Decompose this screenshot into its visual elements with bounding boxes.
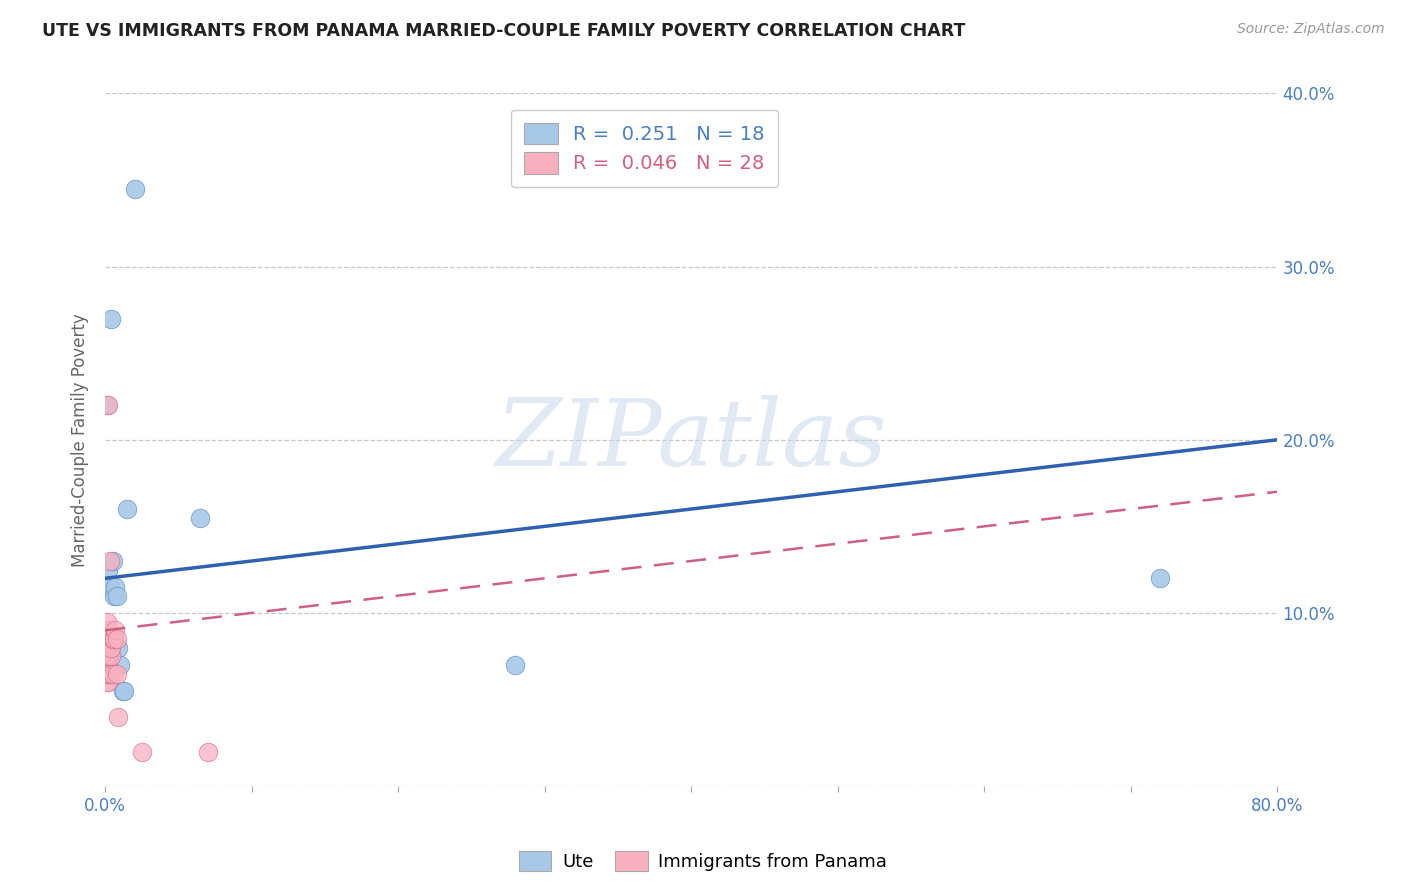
- Point: [97, 666, 120, 681]
- Text: UTE VS IMMIGRANTS FROM PANAMA MARRIED-COUPLE FAMILY POVERTY CORRELATION CHART: UTE VS IMMIGRANTS FROM PANAMA MARRIED-CO…: [42, 22, 966, 40]
- Point: [96, 675, 118, 690]
- Point: [105, 589, 128, 603]
- Point: [197, 744, 219, 758]
- Point: [101, 554, 124, 568]
- Point: [96, 640, 118, 655]
- Point: [1149, 571, 1171, 585]
- Point: [97, 657, 120, 672]
- Point: [111, 684, 134, 698]
- Point: [96, 398, 118, 412]
- Point: [98, 554, 121, 568]
- Y-axis label: Married-Couple Family Poverty: Married-Couple Family Poverty: [72, 313, 89, 566]
- Point: [98, 632, 121, 646]
- Point: [131, 744, 153, 758]
- Point: [97, 563, 120, 577]
- Point: [96, 666, 118, 681]
- Point: [103, 589, 125, 603]
- Point: [96, 580, 118, 594]
- Point: [190, 510, 212, 524]
- Point: [98, 640, 121, 655]
- Point: [505, 657, 527, 672]
- Point: [107, 640, 129, 655]
- Legend: R =  0.251   N = 18, R =  0.046   N = 28: R = 0.251 N = 18, R = 0.046 N = 28: [512, 110, 778, 186]
- Point: [101, 666, 124, 681]
- Point: [103, 632, 125, 646]
- Point: [98, 666, 121, 681]
- Point: [100, 640, 122, 655]
- Point: [105, 632, 128, 646]
- Text: ZIPatlas: ZIPatlas: [495, 395, 887, 484]
- Legend: Ute, Immigrants from Panama: Ute, Immigrants from Panama: [512, 844, 894, 879]
- Point: [124, 181, 146, 195]
- Point: [112, 684, 135, 698]
- Point: [97, 649, 120, 664]
- Point: [104, 624, 127, 638]
- Point: [108, 657, 131, 672]
- Point: [97, 675, 120, 690]
- Point: [96, 615, 118, 629]
- Point: [104, 580, 127, 594]
- Point: [96, 649, 118, 664]
- Point: [100, 311, 122, 326]
- Text: Source: ZipAtlas.com: Source: ZipAtlas.com: [1237, 22, 1385, 37]
- Point: [96, 624, 118, 638]
- Point: [96, 632, 118, 646]
- Point: [97, 398, 120, 412]
- Point: [101, 632, 124, 646]
- Point: [115, 502, 138, 516]
- Point: [98, 580, 121, 594]
- Point: [105, 666, 128, 681]
- Point: [107, 710, 129, 724]
- Point: [100, 649, 122, 664]
- Point: [96, 657, 118, 672]
